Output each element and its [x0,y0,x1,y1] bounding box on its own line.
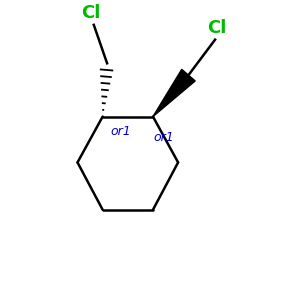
Text: or1: or1 [110,125,131,138]
Text: Cl: Cl [207,19,226,37]
Polygon shape [153,69,195,117]
Text: or1: or1 [153,131,174,144]
Text: Cl: Cl [81,4,100,22]
